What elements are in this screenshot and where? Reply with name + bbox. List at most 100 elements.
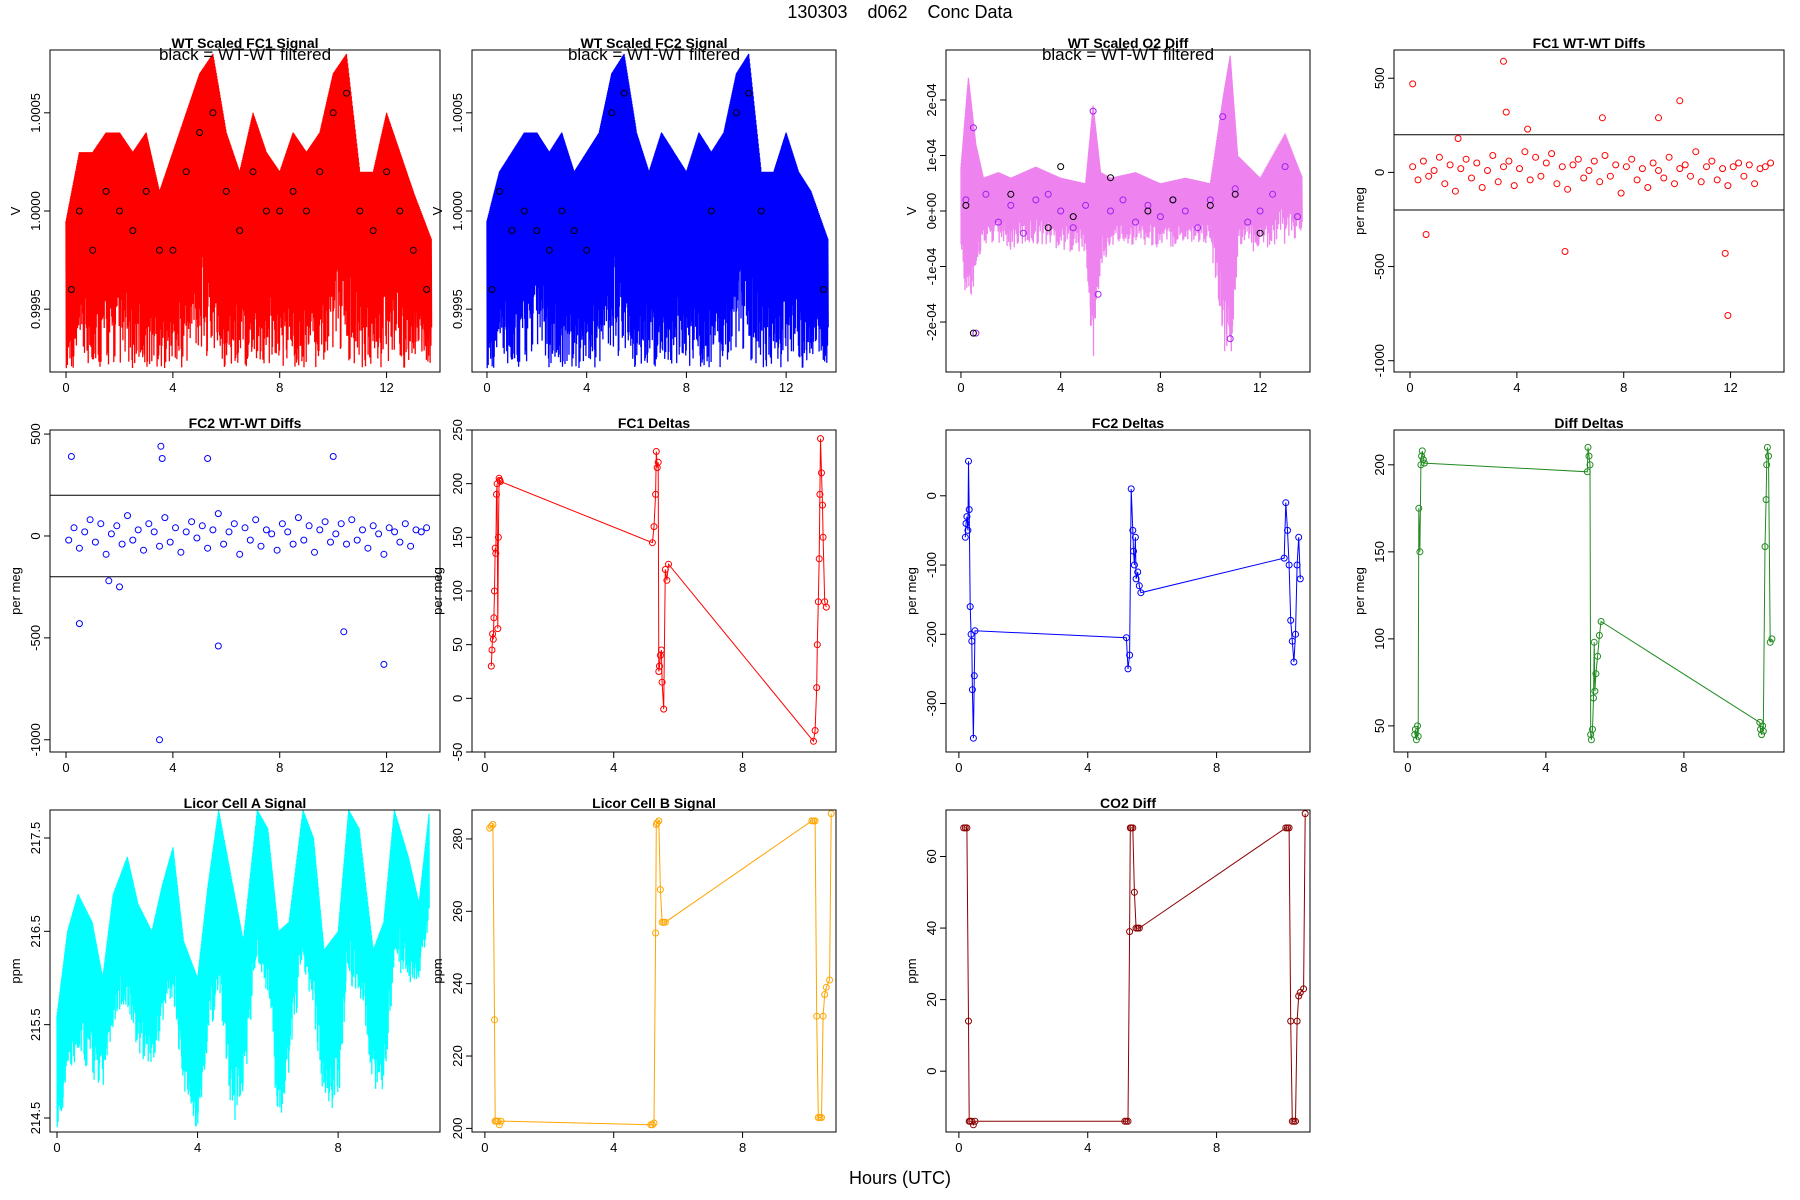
data-point xyxy=(648,1121,656,1129)
x-tick-label: 0 xyxy=(481,1140,488,1155)
data-point xyxy=(583,246,591,254)
data-point xyxy=(1768,635,1776,643)
y-tick-label: 60 xyxy=(924,849,939,863)
x-tick-label: 4 xyxy=(610,760,617,775)
data-point xyxy=(385,524,393,532)
data-point xyxy=(75,207,83,215)
data-point xyxy=(1130,561,1138,569)
data-point xyxy=(129,536,137,544)
data-point xyxy=(826,976,834,984)
y-tick-label: 1.0005 xyxy=(450,93,465,133)
data-point xyxy=(1590,694,1597,702)
data-point xyxy=(276,207,284,215)
data-point xyxy=(1526,176,1534,184)
data-point xyxy=(811,817,819,825)
data-point xyxy=(1256,229,1264,237)
data-point xyxy=(496,478,504,485)
data-point xyxy=(1206,201,1214,209)
data-point xyxy=(648,539,656,547)
data-point xyxy=(813,684,821,692)
data-point xyxy=(1462,155,1470,163)
plot-frame xyxy=(1393,49,1785,373)
data-point xyxy=(134,526,142,534)
data-point xyxy=(89,246,97,254)
data-point xyxy=(1719,165,1727,173)
y-tick-label: -1e-04 xyxy=(924,248,939,286)
data-point xyxy=(1584,443,1592,451)
data-point xyxy=(493,490,500,498)
x-tick-label: 8 xyxy=(1680,760,1687,775)
data-point xyxy=(495,1121,503,1129)
data-point xyxy=(545,246,553,254)
data-point xyxy=(822,603,830,611)
data-point xyxy=(97,520,105,528)
data-point xyxy=(294,514,302,522)
data-point xyxy=(1130,547,1137,555)
data-point xyxy=(348,516,356,524)
data-point xyxy=(1590,157,1598,165)
data-point xyxy=(1135,582,1143,590)
data-point xyxy=(204,544,212,552)
data-point xyxy=(1767,159,1775,167)
y-tick-label: 280 xyxy=(450,828,465,850)
series-0-signal xyxy=(56,810,430,1128)
data-point xyxy=(1622,163,1630,171)
y-tick-label: 500 xyxy=(28,423,43,445)
data-point xyxy=(1574,155,1582,163)
data-point xyxy=(491,1016,498,1024)
data-point xyxy=(1587,736,1595,744)
data-point xyxy=(1649,159,1657,167)
data-point xyxy=(1505,157,1513,165)
plot-frame xyxy=(471,809,837,1133)
data-point xyxy=(745,89,753,97)
y-axis-label: ppm xyxy=(904,958,919,983)
panel-title: Diff Deltas xyxy=(1554,415,1623,431)
y-tick-label: 220 xyxy=(450,1045,465,1067)
data-point xyxy=(102,187,110,195)
y-tick-label: -300 xyxy=(924,691,939,717)
data-point xyxy=(182,168,190,176)
data-point xyxy=(169,246,177,254)
data-point xyxy=(971,1117,979,1125)
data-point xyxy=(1617,189,1625,197)
data-point xyxy=(962,520,970,527)
data-point xyxy=(157,442,165,450)
panel-fc2-wtwt: 0 4 8 12 -1000 -500 0 500 per meg FC2 WT-WT Diffs xyxy=(8,415,441,775)
data-point xyxy=(417,528,425,536)
data-point xyxy=(1285,824,1293,832)
data-point xyxy=(116,583,123,591)
x-tick-label: 0 xyxy=(62,380,69,395)
data-point xyxy=(278,520,286,528)
y-tick-label: 150 xyxy=(450,526,465,548)
data-point xyxy=(1592,670,1600,678)
y-tick-label: -500 xyxy=(28,625,43,651)
y-tick-label: -1000 xyxy=(1372,344,1387,377)
data-point xyxy=(1430,167,1438,174)
data-point xyxy=(1069,224,1077,232)
x-tick-label: 0 xyxy=(955,1140,962,1155)
plot-area xyxy=(960,810,1309,1129)
plot-area xyxy=(1394,57,1784,319)
panel-title: WT Scaled FC2 Signal xyxy=(580,35,727,51)
data-point xyxy=(1019,229,1027,237)
data-point xyxy=(660,705,668,713)
data-point xyxy=(1454,135,1462,142)
x-axis-title: Hours (UTC) xyxy=(849,1168,951,1188)
panel-co2-diff: 0 4 8 0 20 40 60 ppm CO2 Diff xyxy=(904,795,1311,1155)
panel-licor-a: 0 4 8 214.5 215.5 216.5 217.5 ppm Licor Cell A S… xyxy=(8,795,441,1155)
data-point xyxy=(1415,504,1423,512)
data-point xyxy=(488,286,496,293)
data-point xyxy=(1418,452,1426,460)
data-point xyxy=(558,207,566,215)
series-0-line xyxy=(964,461,1301,739)
data-point xyxy=(1633,176,1641,184)
data-point xyxy=(1484,167,1491,174)
data-point xyxy=(707,207,715,215)
data-point xyxy=(1708,157,1716,165)
data-point xyxy=(340,628,348,636)
data-point xyxy=(1107,207,1114,215)
data-point xyxy=(311,548,318,556)
data-point xyxy=(1287,616,1295,624)
data-point xyxy=(972,329,980,337)
data-point xyxy=(209,109,217,117)
